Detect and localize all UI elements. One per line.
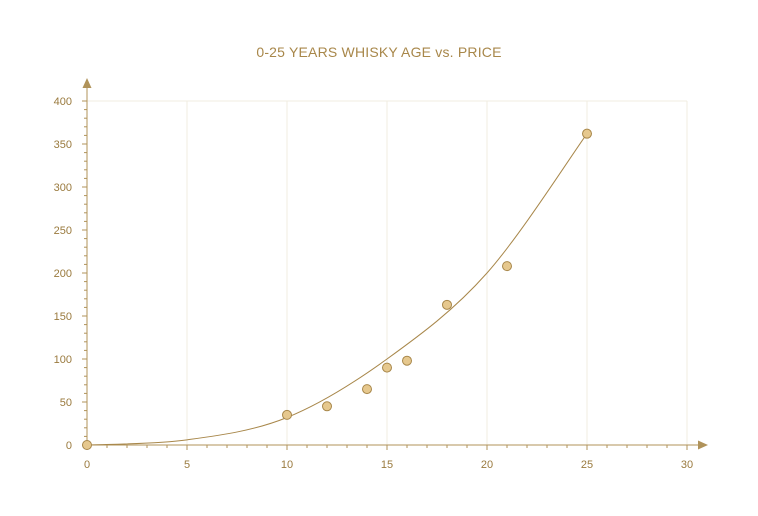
chart-title: 0-25 YEARS WHISKY AGE vs. PRICE xyxy=(256,44,502,60)
data-point-0-6 xyxy=(442,299,452,310)
data-point-0-7 xyxy=(502,261,512,272)
y-tick-label-7: 350 xyxy=(54,139,72,151)
x-axis-arrow-icon xyxy=(698,440,708,450)
data-point-0-2 xyxy=(322,401,332,412)
y-tick-label-4: 200 xyxy=(54,268,72,280)
data-point-0-5 xyxy=(402,355,412,366)
x-tick-label-1: 5 xyxy=(184,459,190,471)
x-tick-label-3: 15 xyxy=(381,459,393,471)
x-tick-label-5: 25 xyxy=(581,459,593,471)
y-tick-label-0: 0 xyxy=(66,440,72,452)
y-tick-label-2: 100 xyxy=(54,354,72,366)
data-point-0-0 xyxy=(82,440,92,450)
y-tick-label-1: 50 xyxy=(60,397,72,409)
data-point-0-1 xyxy=(282,409,292,420)
data-point-0-3 xyxy=(362,384,372,395)
x-tick-label-6: 30 xyxy=(681,459,693,471)
y-tick-label-8: 400 xyxy=(54,96,72,108)
trend-curve xyxy=(86,133,588,446)
y-axis-arrow-icon xyxy=(82,78,92,88)
x-tick-label-0: 0 xyxy=(84,459,90,471)
y-tick-label-3: 150 xyxy=(54,311,72,323)
data-point-0-4 xyxy=(382,362,392,373)
y-tick-label-6: 300 xyxy=(54,182,72,194)
x-tick-label-4: 20 xyxy=(481,459,493,471)
y-tick-label-5: 250 xyxy=(54,225,72,237)
data-point-0-8 xyxy=(582,128,592,139)
x-tick-label-2: 10 xyxy=(281,459,293,471)
